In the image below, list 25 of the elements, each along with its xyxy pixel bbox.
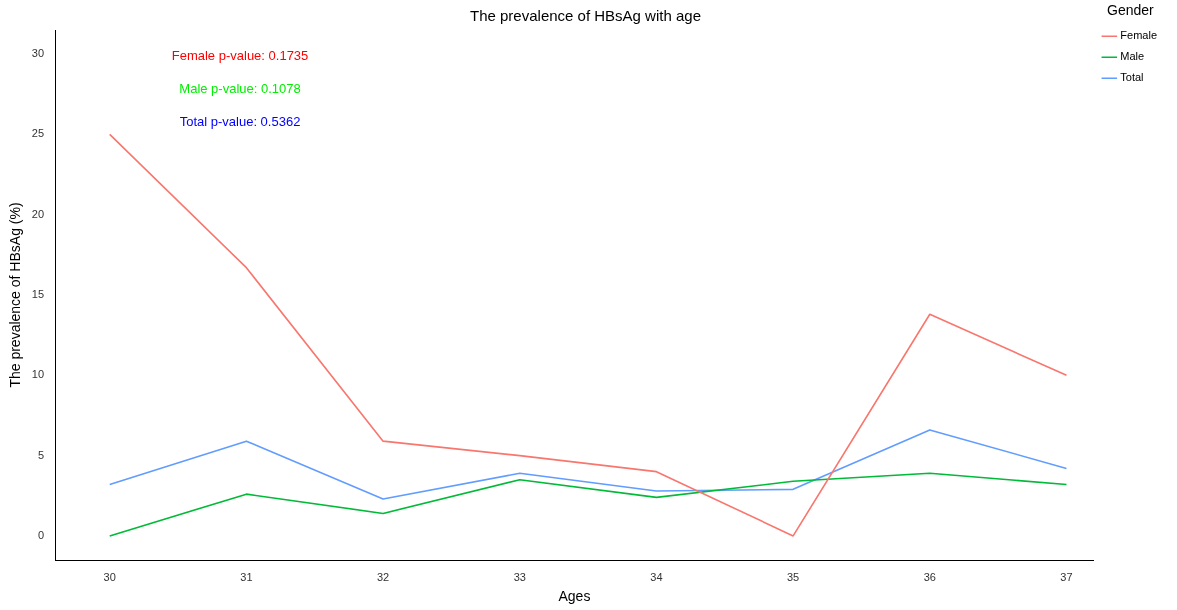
y-tick-label: 10 xyxy=(31,368,45,381)
x-tick-label: 32 xyxy=(376,570,390,583)
y-tick-label: 25 xyxy=(31,127,45,140)
y-tick-label: 30 xyxy=(31,47,45,60)
x-tick-label: 31 xyxy=(240,570,253,583)
x-tick-label: 30 xyxy=(103,570,116,583)
y-axis-title: The prevalence of HBsAg (%) xyxy=(7,202,24,388)
x-tick-label: 34 xyxy=(650,570,663,583)
legend-label: Male xyxy=(1120,50,1145,63)
annotation: Total p-value: 0.5362 xyxy=(179,113,301,129)
y-tick-label: 15 xyxy=(31,288,45,301)
chart-title: The prevalence of HBsAg with age xyxy=(470,7,701,25)
y-tick-label: 5 xyxy=(37,448,45,461)
legend-label: Total xyxy=(1120,71,1144,84)
y-tick-label: 0 xyxy=(37,528,45,541)
legend-title: Gender xyxy=(1107,1,1155,18)
y-tick-label: 20 xyxy=(31,207,45,220)
x-axis-title: Ages xyxy=(558,588,591,605)
legend-label: Female xyxy=(1120,29,1158,42)
x-tick-label: 33 xyxy=(513,570,526,583)
annotation: Male p-value: 0.1078 xyxy=(179,80,301,96)
x-tick-label: 35 xyxy=(786,570,800,583)
x-tick-label: 37 xyxy=(1060,570,1073,583)
annotation: Female p-value: 0.1735 xyxy=(171,47,309,63)
x-tick-label: 36 xyxy=(923,570,936,583)
